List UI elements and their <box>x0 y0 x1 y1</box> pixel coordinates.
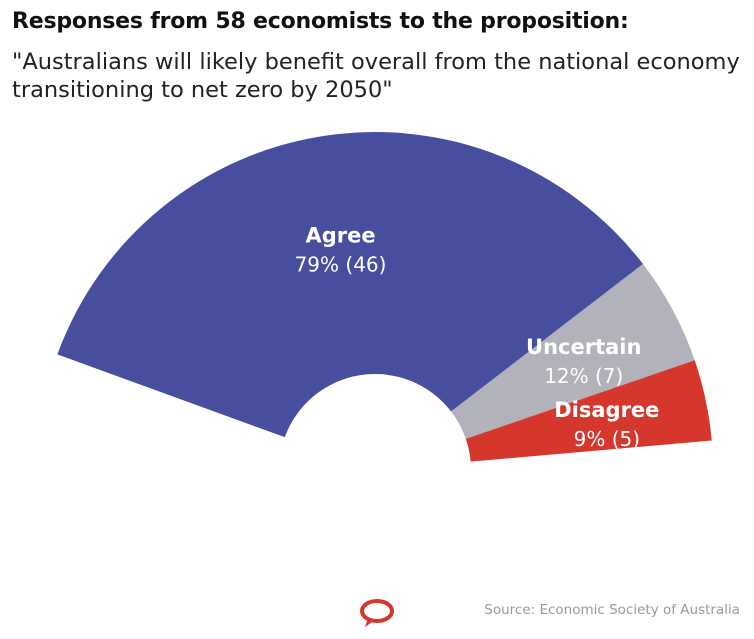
slice-value-disagree: 9% (5) <box>574 427 640 451</box>
slice-agree <box>57 132 643 438</box>
source-note: Source: Economic Society of Australia <box>484 602 740 618</box>
slice-label-agree: Agree <box>305 224 375 248</box>
slice-value-uncertain: 12% (7) <box>544 364 623 388</box>
slice-uncertain <box>451 264 695 439</box>
chart-subtitle: "Australians will likely benefit overall… <box>12 49 740 103</box>
slice-label-uncertain: Uncertain <box>526 335 641 359</box>
slice-label-disagree: Disagree <box>554 398 659 422</box>
slice-disagree <box>465 360 712 462</box>
chart-title: Responses from 58 economists to the prop… <box>12 9 629 34</box>
the-conversation-logo-icon <box>358 597 396 635</box>
slice-value-agree: 79% (46) <box>295 253 387 277</box>
